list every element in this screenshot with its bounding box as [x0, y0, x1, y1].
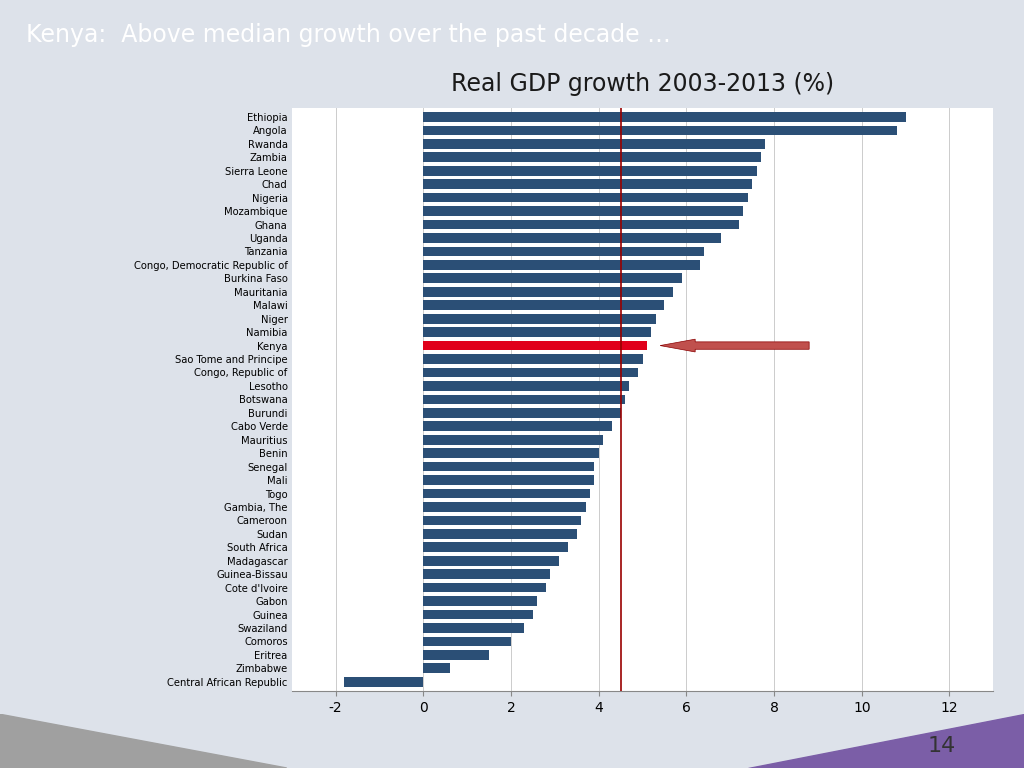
Bar	[423, 583, 546, 592]
Bar	[423, 422, 612, 431]
Bar	[423, 166, 757, 176]
Bar	[423, 502, 586, 511]
Bar	[423, 207, 743, 216]
FancyArrow shape	[660, 339, 809, 352]
Bar	[423, 395, 625, 404]
Bar	[423, 287, 673, 296]
Bar	[423, 368, 638, 377]
Bar	[423, 515, 582, 525]
Bar	[423, 327, 651, 337]
Bar	[344, 677, 423, 687]
Bar	[423, 180, 753, 189]
Bar	[423, 435, 603, 445]
Bar	[423, 273, 682, 283]
Bar	[423, 300, 665, 310]
Bar	[423, 381, 630, 391]
Bar	[423, 354, 643, 364]
Bar	[423, 220, 739, 230]
Bar	[423, 152, 761, 162]
Bar	[423, 193, 748, 203]
Bar	[423, 125, 897, 135]
Bar	[423, 408, 621, 418]
Bar	[423, 449, 599, 458]
Bar	[423, 596, 538, 606]
Bar	[423, 664, 450, 674]
Bar	[423, 610, 532, 619]
Bar	[423, 139, 765, 149]
Bar	[423, 556, 559, 565]
Bar	[423, 247, 703, 257]
Bar	[423, 112, 905, 122]
Polygon shape	[748, 714, 1024, 768]
Title: Real GDP growth 2003-2013 (%): Real GDP growth 2003-2013 (%)	[451, 72, 835, 96]
Bar	[423, 260, 699, 270]
Polygon shape	[0, 714, 287, 768]
Bar	[423, 314, 655, 323]
Text: Kenya:  Above median growth over the past decade …: Kenya: Above median growth over the past…	[26, 22, 671, 47]
Bar	[423, 637, 511, 647]
Bar	[423, 233, 722, 243]
Bar	[423, 650, 489, 660]
Bar	[423, 569, 551, 579]
Bar	[423, 623, 524, 633]
Text: 14: 14	[928, 737, 956, 756]
Bar	[423, 542, 568, 552]
Bar	[423, 529, 577, 538]
Bar	[423, 341, 647, 350]
Bar	[423, 488, 590, 498]
Bar	[423, 462, 594, 472]
Bar	[423, 475, 594, 485]
